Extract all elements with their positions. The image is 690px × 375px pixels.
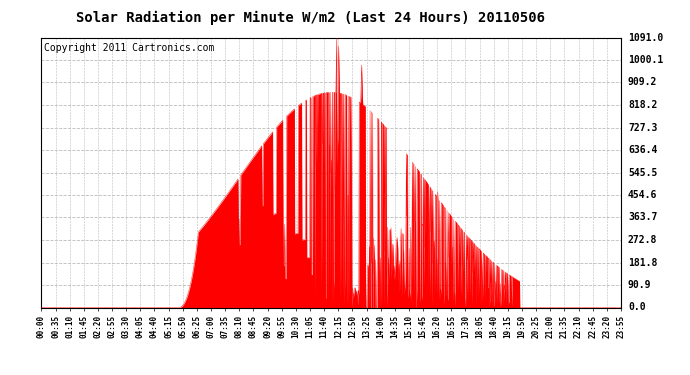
Text: 727.3: 727.3 (628, 123, 658, 132)
Text: 636.4: 636.4 (628, 145, 658, 155)
Text: 363.7: 363.7 (628, 213, 658, 222)
Text: 818.2: 818.2 (628, 100, 658, 110)
Text: Copyright 2011 Cartronics.com: Copyright 2011 Cartronics.com (44, 43, 215, 53)
Text: 181.8: 181.8 (628, 258, 658, 267)
Text: 1000.1: 1000.1 (628, 55, 663, 65)
Text: 454.6: 454.6 (628, 190, 658, 200)
Text: 0.0: 0.0 (628, 303, 646, 312)
Text: 909.2: 909.2 (628, 78, 658, 87)
Text: 90.9: 90.9 (628, 280, 651, 290)
Text: 1091.0: 1091.0 (628, 33, 663, 42)
Text: 545.5: 545.5 (628, 168, 658, 177)
Text: 272.8: 272.8 (628, 235, 658, 245)
Text: Solar Radiation per Minute W/m2 (Last 24 Hours) 20110506: Solar Radiation per Minute W/m2 (Last 24… (76, 11, 545, 26)
